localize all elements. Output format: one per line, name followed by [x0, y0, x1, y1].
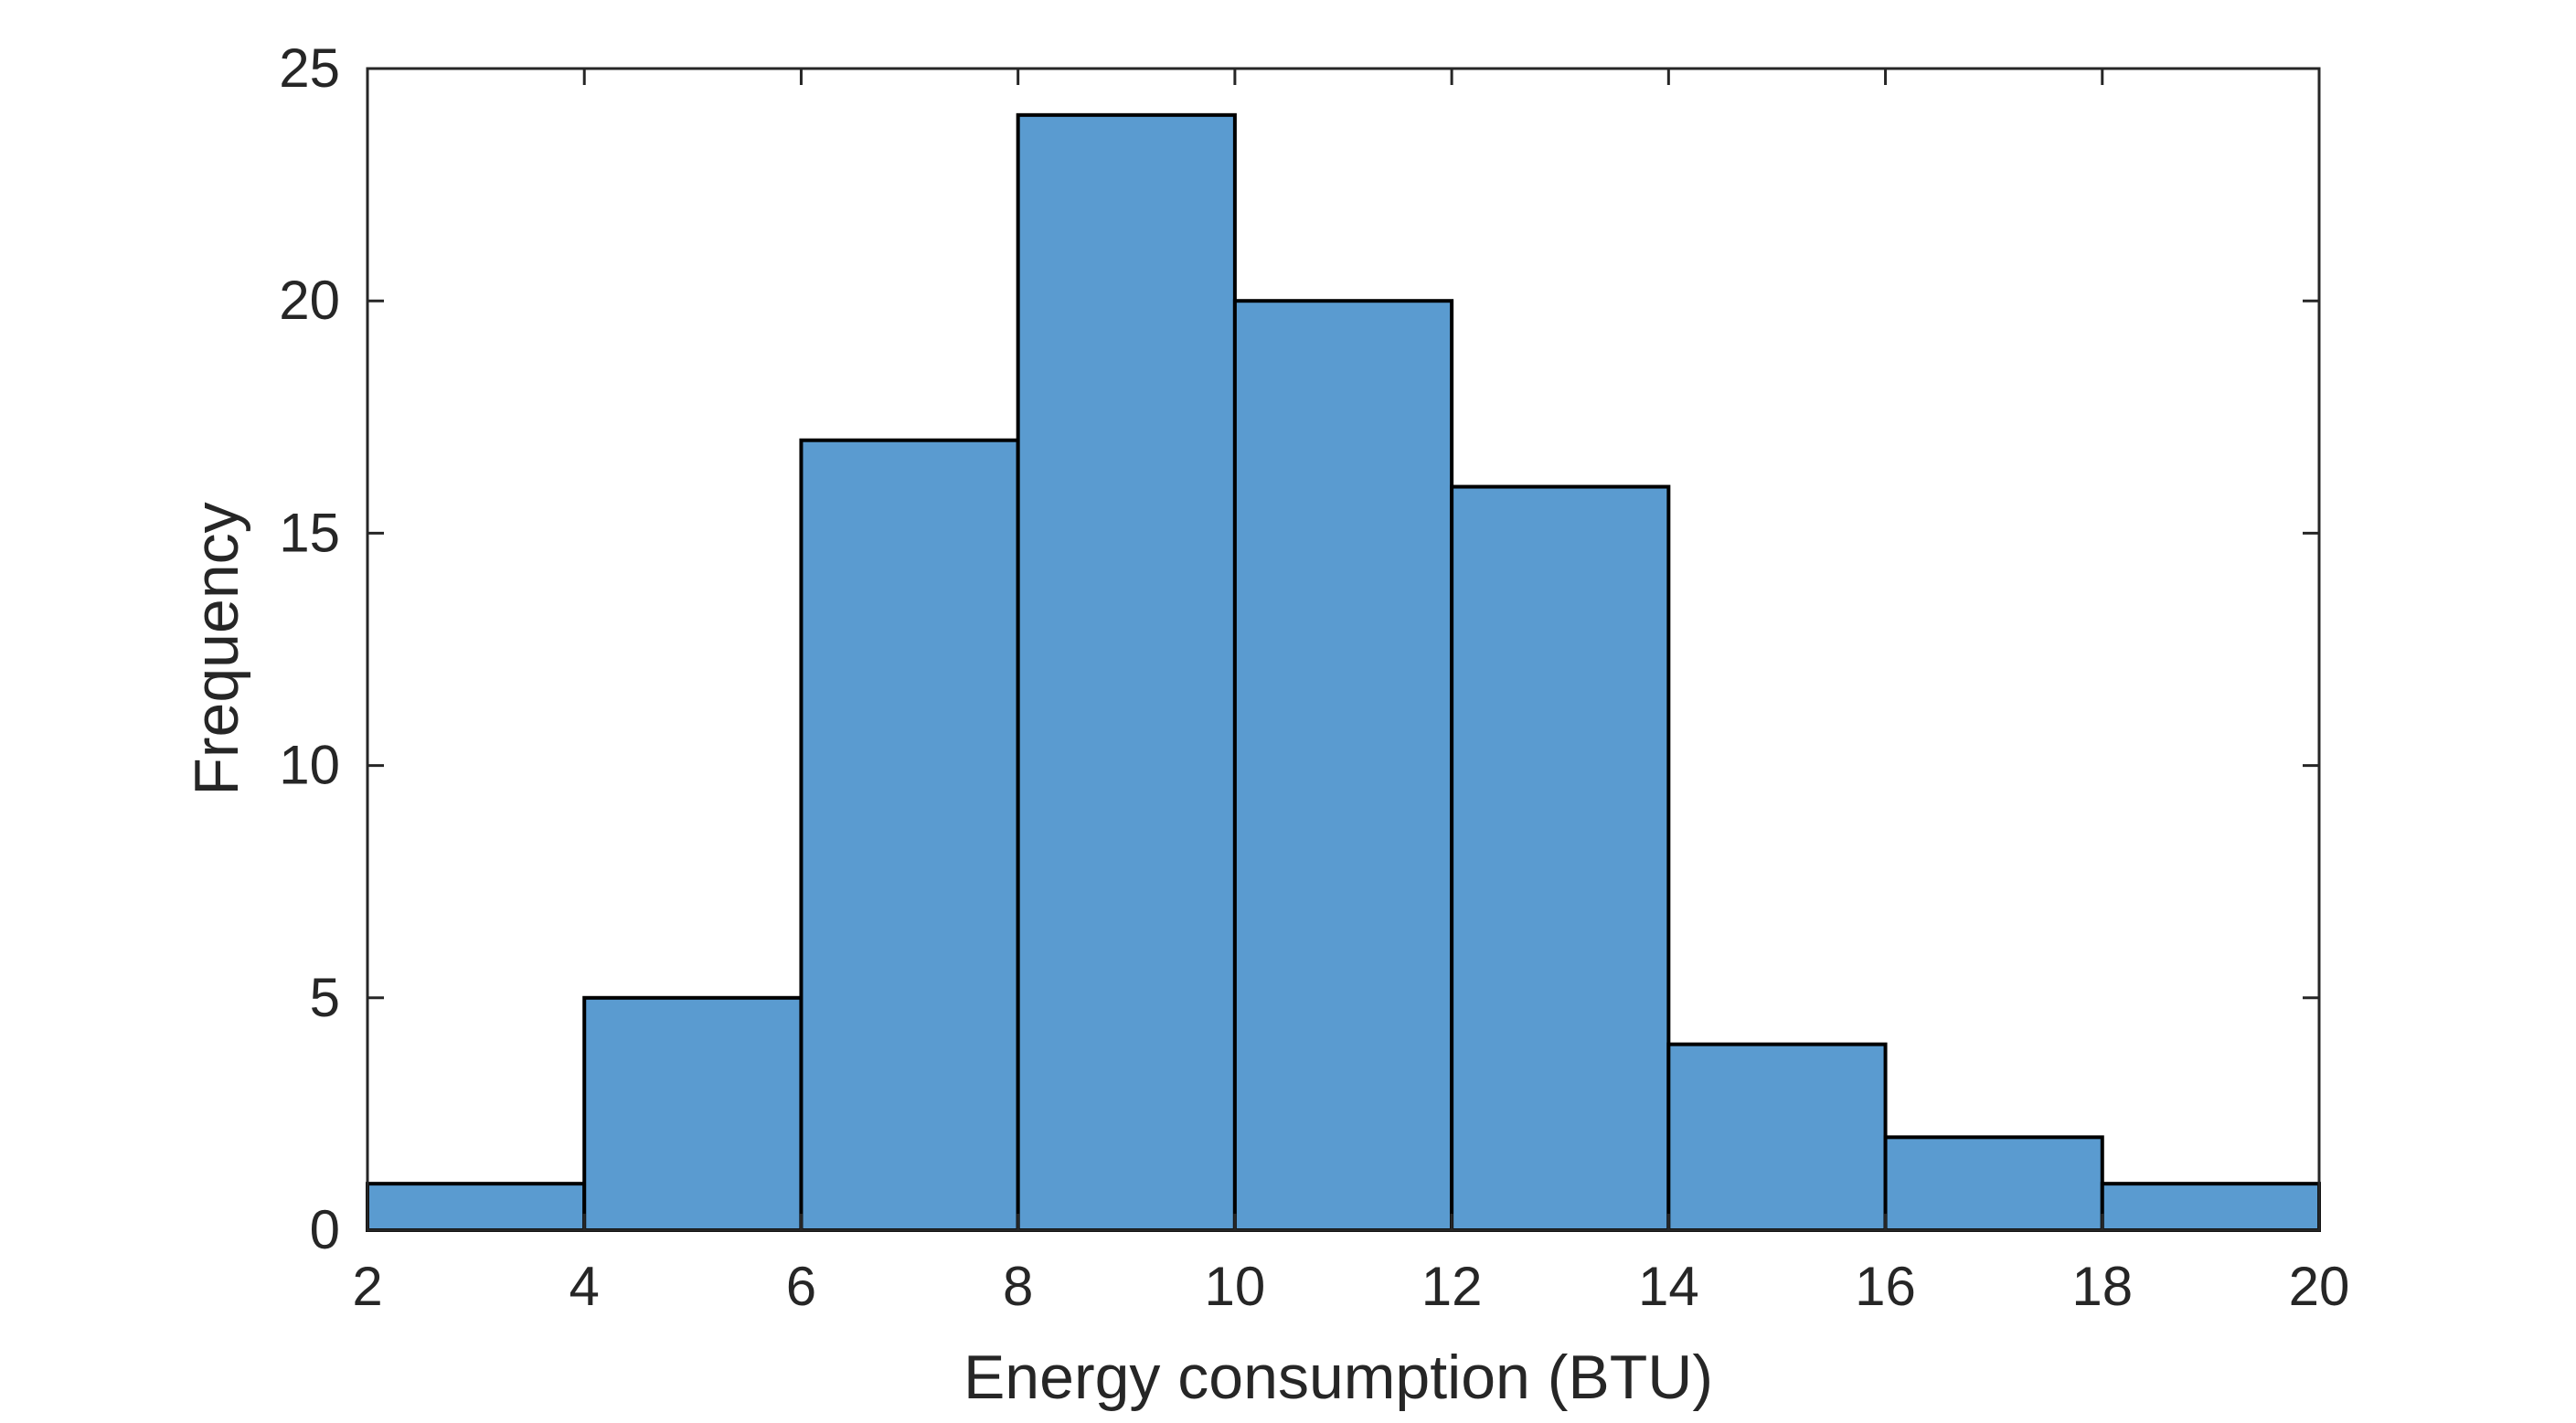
y-tick-label-5: 25: [279, 37, 340, 99]
histogram-bar-0: [366, 1182, 587, 1233]
x-tick-label-1: 4: [569, 1256, 600, 1317]
y-axis-label: Frequency: [182, 502, 251, 795]
histogram-bar-7: [1883, 1135, 2104, 1232]
x-tick-label-5: 12: [1421, 1256, 1483, 1317]
x-axis-label: Energy consumption (BTU): [963, 1343, 1713, 1412]
histogram-bar-5: [1450, 484, 1671, 1232]
y-tick-label-4: 20: [279, 270, 340, 331]
y-tick-label-0: 0: [310, 1199, 340, 1260]
y-tick-label-1: 5: [310, 967, 340, 1028]
x-tick-label-3: 8: [1003, 1256, 1033, 1317]
x-tick-label-0: 2: [352, 1256, 382, 1317]
axes-group: [366, 67, 2321, 1232]
histogram-bar-1: [582, 995, 804, 1233]
x-tick-label-8: 18: [2071, 1256, 2133, 1317]
histogram-bar-4: [1232, 299, 1454, 1232]
histogram-bar-6: [1666, 1042, 1888, 1233]
x-tick-label-4: 10: [1205, 1256, 1266, 1317]
x-tick-label-9: 20: [2289, 1256, 2350, 1317]
x-tick-label-2: 6: [786, 1256, 816, 1317]
x-tick-label-6: 14: [1638, 1256, 1699, 1317]
ticks-group: [366, 67, 2321, 1232]
histogram-bar-8: [2100, 1182, 2322, 1233]
tick-labels-group: 2 4 6 8 10 12 14 16 18 20 0 5 10 15 20 25: [279, 37, 2349, 1317]
y-tick-label-3: 15: [279, 502, 340, 563]
bars-group: [366, 112, 2322, 1233]
y-tick-label-2: 10: [279, 735, 340, 796]
histogram-bar-3: [1016, 112, 1237, 1233]
histogram-bar-2: [799, 438, 1020, 1233]
x-tick-label-7: 16: [1855, 1256, 1916, 1317]
plot-area-frame: [366, 67, 2321, 1232]
